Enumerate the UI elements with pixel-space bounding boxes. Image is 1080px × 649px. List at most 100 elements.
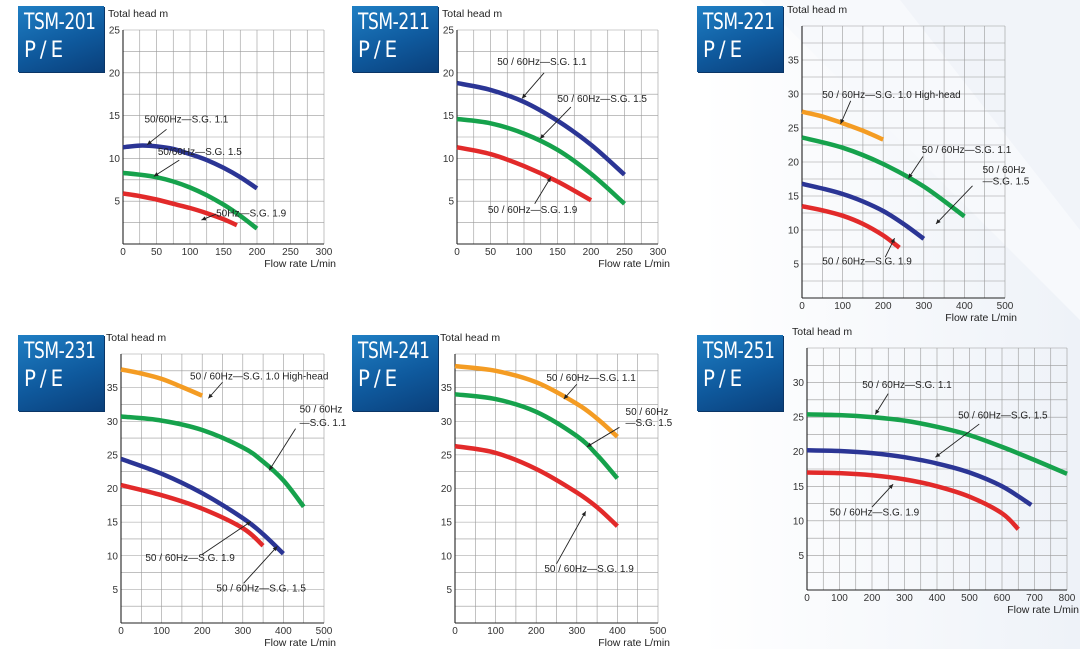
model-suffix: P/E [358, 367, 402, 392]
model-name: TSM-211 [358, 10, 430, 35]
y-tick-label: 15 [107, 518, 119, 529]
annotation-arrowhead [890, 238, 895, 244]
series-curve-50-60hz-s-g-1-1 [456, 80, 626, 177]
y-tick-label: 10 [109, 154, 121, 165]
x-tick-label: 400 [956, 301, 973, 312]
y-tick-label: 5 [112, 585, 118, 596]
series-annotation: 50 / 60Hz [983, 165, 1026, 176]
series-curve-50-60hz-s-g-1-9 [456, 145, 593, 203]
x-tick-label: 100 [182, 247, 199, 258]
annotation-arrowhead [201, 216, 207, 221]
pump-curve-panel-tsm-241: TSM-241 P/E 0 100 200 300 400 500 5 10 15 20 25 30 35 T… [352, 325, 682, 649]
y-tick-label: 20 [793, 447, 805, 458]
y-tick-label: 15 [788, 192, 800, 203]
x-tick-label: 0 [120, 247, 126, 258]
y-tick-label: 10 [788, 226, 800, 237]
x-tick-label: 300 [568, 626, 585, 637]
x-tick-label: 250 [616, 247, 633, 258]
annotation-arrowhead [208, 393, 213, 399]
x-tick-label: 300 [316, 247, 333, 258]
model-name: TSM-231 [24, 339, 96, 364]
series-annotation: —S.G. 1.1 [300, 418, 347, 429]
annotation-arrowhead [521, 93, 527, 99]
y-tick-label: 35 [107, 383, 119, 394]
y-tick-label: 5 [446, 585, 452, 596]
annotation-arrowhead [147, 140, 152, 145]
x-tick-label: 0 [118, 626, 124, 637]
series-curve-50-60hz-s-g-1-1 [806, 412, 1068, 476]
x-tick-label: 100 [831, 593, 848, 604]
annotation-arrowhead [540, 133, 545, 139]
y-tick-label: 5 [114, 197, 120, 208]
x-tick-label: 300 [234, 626, 251, 637]
model-name: TSM-241 [358, 339, 430, 364]
x-axis-title: Flow rate L/min [598, 637, 670, 649]
x-tick-label: 300 [650, 247, 667, 258]
x-tick-label: 100 [153, 626, 170, 637]
y-axis-title: Total head m [106, 332, 166, 344]
y-axis-title: Total head m [787, 4, 847, 16]
series-curve-50-60hz-s-g-1-5 [120, 456, 285, 556]
series-curve-50-60hz-s-g-1-0-high-head [120, 367, 204, 398]
x-tick-label: 100 [487, 626, 504, 637]
y-tick-label: 30 [788, 90, 800, 101]
annotation-arrowhead [935, 452, 941, 458]
series-annotation: 50 / 60Hz—S.G. 1.9 [830, 507, 920, 518]
x-tick-label: 100 [834, 301, 851, 312]
y-tick-label: 25 [109, 26, 121, 37]
x-axis-title: Flow rate L/min [598, 258, 670, 270]
series-annotation: 50 / 60Hz [300, 405, 343, 416]
x-tick-label: 200 [583, 247, 600, 258]
series-curve-50-60hz-s-g-1-5 [806, 448, 1033, 507]
x-tick-label: 400 [609, 626, 626, 637]
annotation-arrowhead [563, 394, 569, 400]
pump-curve-panel-tsm-201: TSM-201 P/E 0 50 100 150 200 250 300 5 10 15 20 25 Tot… [0, 0, 340, 300]
model-badge: TSM-201 P/E [18, 6, 104, 72]
y-tick-label: 5 [798, 551, 804, 562]
series-annotation: 50 / 60Hz—S.G. 1.9 [544, 564, 634, 575]
y-axis-title: Total head m [442, 8, 502, 20]
x-tick-label: 600 [994, 593, 1011, 604]
annotation-pointer [871, 483, 894, 508]
x-tick-label: 200 [864, 593, 881, 604]
annotation-pointer [201, 521, 252, 555]
annotation-arrowhead [153, 172, 159, 177]
model-badge: TSM-211 P/E [352, 6, 438, 72]
x-tick-label: 200 [194, 626, 211, 637]
y-tick-label: 10 [107, 551, 119, 562]
annotation-pointer [539, 106, 572, 140]
annotation-pointer [935, 185, 973, 225]
y-tick-label: 20 [107, 484, 119, 495]
y-tick-label: 10 [441, 551, 453, 562]
series-annotation: 50/60Hz—S.G. 1.5 [158, 147, 242, 158]
y-tick-label: 15 [441, 518, 453, 529]
annotation-arrowhead [581, 511, 586, 517]
series-annotation: 50 / 60Hz—S.G. 1.9 [145, 553, 235, 564]
y-tick-label: 5 [793, 260, 799, 271]
series-curve-50-60hz-s-g-1-5 [456, 116, 626, 206]
x-axis-title: Flow rate L/min [264, 258, 336, 270]
y-axis-title: Total head m [108, 8, 168, 20]
pump-curve-chart: 0 50 100 150 200 250 300 5 10 15 20 25 Total head m F… [442, 8, 670, 270]
series-curve-50-60hz-s-g-1-1 [122, 143, 259, 191]
y-tick-label: 30 [107, 417, 119, 428]
x-tick-label: 200 [249, 247, 266, 258]
y-tick-label: 10 [443, 154, 455, 165]
series-curve-50-60hz-s-g-1-9 [454, 443, 619, 528]
annotation-arrowhead [935, 219, 941, 224]
y-tick-label: 20 [441, 484, 453, 495]
series-annotation: 50 / 60Hz—S.G. 1.9 [488, 205, 578, 216]
series-curve-50-60hz-s-g-1-0-high-head [801, 109, 885, 142]
model-badge: TSM-251 P/E [697, 335, 783, 411]
annotation-arrowhead [908, 173, 913, 179]
annotation-arrowhead [875, 409, 880, 415]
x-tick-label: 500 [997, 301, 1014, 312]
series-curve-50-60hz-s-g-1-1 [120, 414, 306, 509]
y-tick-label: 25 [107, 450, 119, 461]
series-annotation: —S.G. 1.5 [983, 176, 1030, 187]
model-suffix: P/E [24, 367, 68, 392]
annotation-pointer [534, 176, 552, 205]
y-axis-title: Total head m [792, 326, 852, 338]
x-tick-label: 200 [528, 626, 545, 637]
model-suffix: P/E [358, 38, 402, 63]
